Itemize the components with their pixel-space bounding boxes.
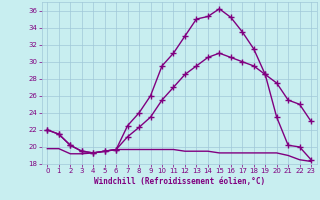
X-axis label: Windchill (Refroidissement éolien,°C): Windchill (Refroidissement éolien,°C) [94,177,265,186]
